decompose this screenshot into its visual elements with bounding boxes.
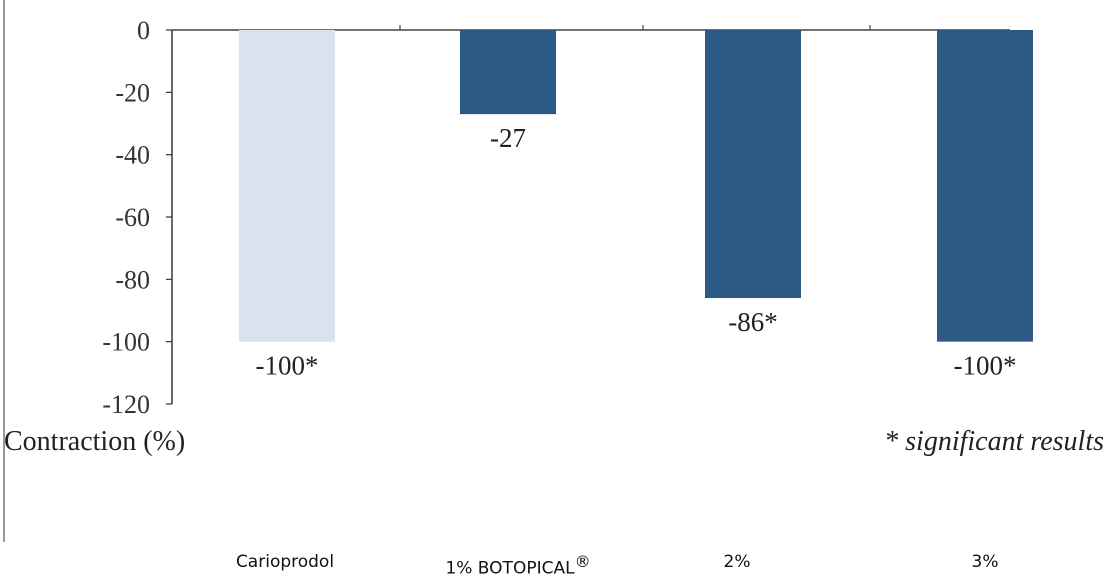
category-label-1: Carioprodol (236, 552, 334, 572)
data-label-4: -100* (954, 351, 1017, 381)
registered-mark: ® (574, 552, 591, 571)
bar-2 (460, 30, 556, 115)
significance-note: * significant results (884, 426, 1104, 457)
bar-4 (937, 30, 1033, 342)
y-tick-label: -80 (115, 265, 150, 294)
y-tick-label: -40 (115, 141, 150, 170)
y-axis-title: Contraction (%) (4, 426, 185, 457)
y-tick-label: -60 (115, 203, 150, 232)
category-label-text: 2% (723, 552, 751, 572)
bars (239, 30, 1033, 342)
data-label-1: -100* (256, 351, 319, 381)
data-label-2: -27 (490, 123, 526, 153)
y-tick-label: -20 (115, 78, 150, 107)
category-label-text: 3% (971, 552, 999, 572)
category-label-text: Carioprodol (235, 552, 335, 572)
category-label-3: 2% (724, 552, 751, 572)
category-label-text: 1% BOTOPICAL (445, 558, 575, 579)
bar-1 (239, 30, 335, 342)
y-tick-label: -100 (102, 328, 150, 357)
y-tick-label: 0 (137, 16, 150, 45)
category-label-2: 1% BOTOPICAL® (445, 552, 590, 579)
category-label-4: 3% (972, 552, 999, 572)
data-labels: -100* -27 -86* -100* (256, 123, 1017, 381)
data-label-3: -86* (728, 307, 778, 337)
y-tick-label: -120 (102, 390, 150, 419)
bar-3 (705, 30, 801, 299)
